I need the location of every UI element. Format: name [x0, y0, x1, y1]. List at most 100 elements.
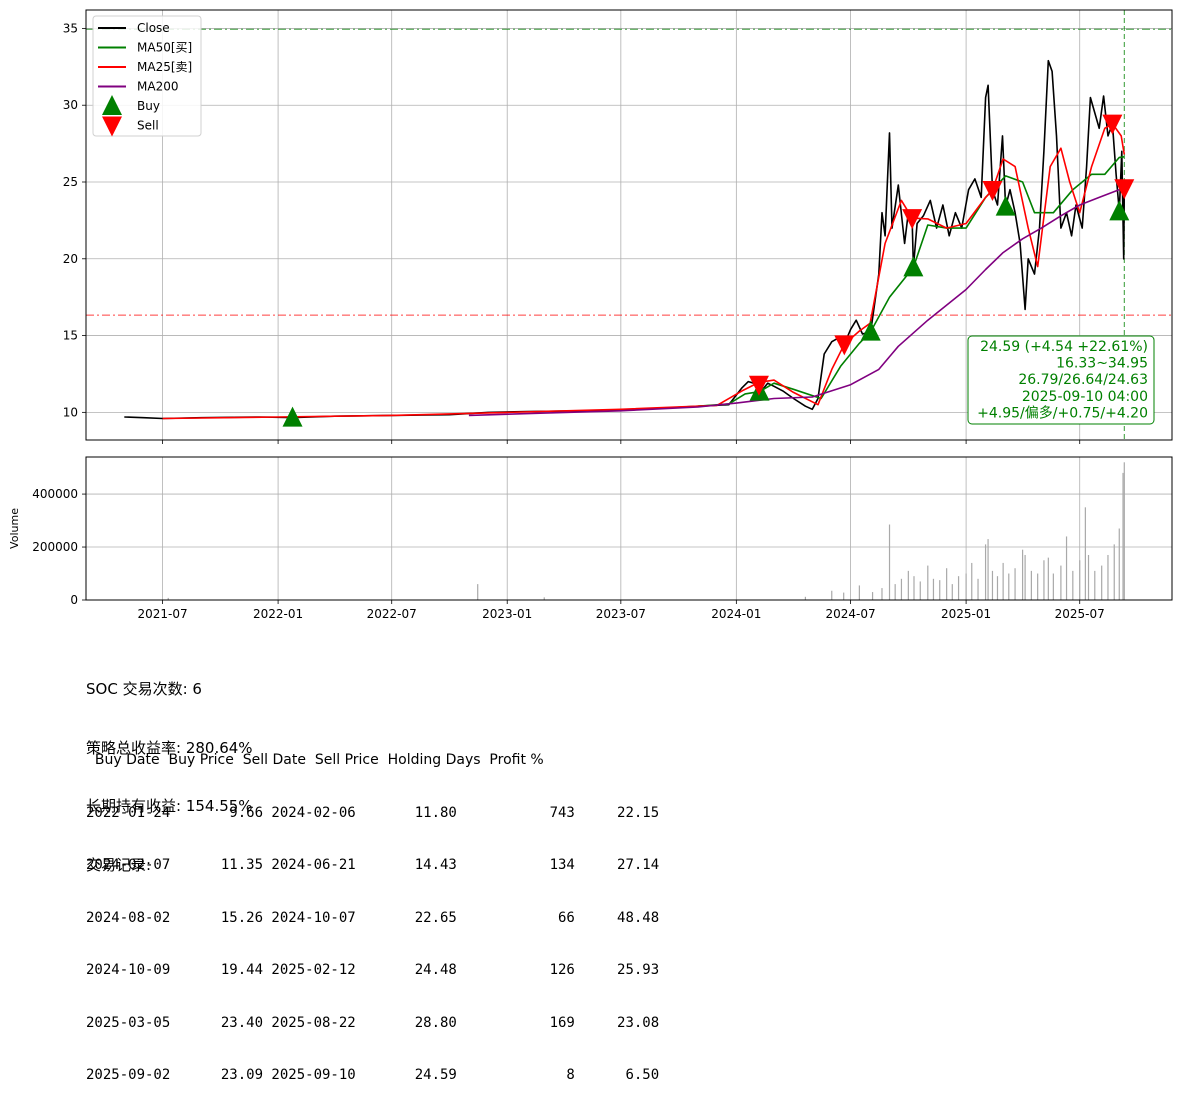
volume-x-tick-label: 2025-07: [1055, 607, 1105, 621]
volume-bar: [1024, 554, 1026, 600]
series-line: [468, 186, 1125, 417]
volume-y-tick-label: 0: [70, 593, 78, 607]
volume-bar: [913, 576, 915, 600]
buy-marker: [903, 256, 924, 277]
volume-bar: [971, 562, 973, 600]
volume-bar: [951, 584, 953, 600]
volume-bar: [871, 592, 874, 600]
volume-bar: [1047, 557, 1049, 600]
sell-marker: [1114, 179, 1135, 200]
trade-table-header: Buy Date Buy Price Sell Date Sell Price …: [86, 752, 544, 768]
volume-bar: [900, 578, 903, 600]
price-axes-frame: [85, 9, 1173, 441]
volume-bar: [1123, 462, 1125, 600]
volume-y-axis-label: Volume: [8, 508, 21, 549]
info-box-line: 2025-09-10 04:00: [1022, 389, 1148, 405]
sell-marker: [982, 180, 1003, 201]
volume-bar: [1008, 573, 1010, 600]
volume-bar: [932, 578, 935, 600]
info-box-line: +4.95/偏多/+0.75/+4.20: [977, 404, 1148, 421]
volume-bar: [1021, 549, 1024, 600]
volume-bar: [1037, 573, 1039, 600]
volume-bar: [991, 570, 994, 600]
price-y-tick-label: 20: [63, 252, 78, 266]
buy-marker: [1109, 200, 1130, 221]
volume-axes-frame: [85, 456, 1173, 601]
sell-marker: [834, 335, 855, 356]
volume-bar: [957, 576, 960, 600]
buy-marker: [860, 320, 881, 341]
price-y-tick-label: 35: [63, 21, 78, 35]
price-y-tick-label: 10: [63, 405, 78, 419]
volume-x-tick-label: 2023-07: [596, 607, 646, 621]
volume-bar: [996, 576, 999, 600]
legend-box: [92, 15, 202, 137]
info-box-line: 24.59 (+4.54 +22.61%): [980, 339, 1148, 355]
volume-bar: [946, 568, 948, 600]
info-box-line: 16.33~34.95: [1056, 356, 1148, 372]
legend-label: Close: [137, 21, 170, 35]
series-line: [162, 122, 1126, 420]
trade-row: 2025-03-05 23.40 2025-08-22 28.80 169 23…: [86, 1014, 660, 1031]
volume-bar: [894, 584, 896, 600]
volume-bar: [1065, 536, 1068, 600]
volume-bar: [1014, 568, 1016, 600]
volume-bar: [1084, 507, 1086, 600]
volume-x-tick-label: 2023-01: [482, 607, 532, 621]
volume-bar: [965, 573, 967, 600]
buy-marker: [995, 195, 1016, 216]
volume-bar: [543, 597, 545, 600]
volume-bar: [1052, 573, 1054, 600]
volume-y-tick-label: 400000: [32, 487, 78, 501]
legend-swatch: [102, 116, 122, 137]
trade-row: 2024-02-07 11.35 2024-06-21 14.43 134 27…: [86, 857, 660, 873]
legend-label: MA50[买]: [137, 41, 192, 55]
volume-bar: [804, 596, 806, 600]
trade-count-text: SOC 交易次数: 6: [86, 680, 202, 698]
volume-bar: [1087, 554, 1090, 600]
volume-bar: [858, 585, 860, 600]
volume-bar: [1060, 565, 1062, 600]
sell-marker: [1102, 114, 1123, 135]
volume-bar: [167, 597, 169, 600]
price-y-tick-label: 30: [63, 98, 78, 112]
volume-bar: [1043, 560, 1045, 600]
volume-bar: [1122, 472, 1124, 600]
volume-x-tick-label: 2021-07: [138, 607, 188, 621]
volume-bar: [1113, 544, 1115, 600]
volume-chart-panel: 2021-07 2022-01 2022-07 2023-01 2023-07 2024-…: [8, 456, 1173, 621]
volume-x-tick-label: 2024-01: [711, 607, 761, 621]
volume-x-tick-label: 2024-07: [826, 607, 876, 621]
volume-bar: [939, 580, 941, 600]
volume-bar: [1079, 560, 1081, 600]
price-chart-panel: 10 15 20 25 30 35 Close MA50[买] MA25[卖] MA200 Buy S…: [63, 9, 1173, 444]
volume-x-tick-label: 2022-07: [367, 607, 417, 621]
volume-x-tick-label: 2025-01: [941, 607, 991, 621]
chart-figure: 10 15 20 25 30 35 Close MA50[买] MA25[卖] MA200 Buy S…: [8, 9, 1173, 621]
volume-bar: [1118, 528, 1120, 600]
volume-bar: [987, 539, 989, 600]
volume-bar: [831, 590, 833, 600]
legend-label: MA200: [137, 80, 178, 94]
price-y-tick-label: 15: [63, 329, 78, 343]
volume-bar: [919, 581, 921, 600]
trade-records-table: Buy Date Buy Price Sell Date Sell Price …: [86, 717, 659, 1102]
volume-bar: [984, 544, 987, 600]
volume-bar: [1030, 570, 1032, 600]
volume-bar: [843, 592, 845, 600]
legend-swatch: [102, 95, 122, 115]
hold-return-text: 长期持有收益: 154.55%: [86, 797, 253, 815]
volume-bar: [1107, 554, 1109, 600]
buy-marker: [282, 406, 303, 427]
trade-row: 2024-08-02 15.26 2024-10-07 22.65 66 48.…: [86, 909, 660, 926]
volume-bar: [907, 570, 909, 600]
legend-label: MA25[卖]: [137, 60, 192, 74]
price-y-tick-label: 25: [63, 175, 78, 189]
volume-x-tick-label: 2022-01: [253, 607, 303, 621]
volume-bar: [1101, 565, 1103, 600]
info-box: [967, 335, 1155, 425]
volume-bar: [888, 524, 891, 600]
volume-bar: [1002, 562, 1004, 600]
strategy-return-text: 策略总收益率: 280.64%: [86, 738, 253, 757]
legend-label: Sell: [137, 119, 159, 133]
